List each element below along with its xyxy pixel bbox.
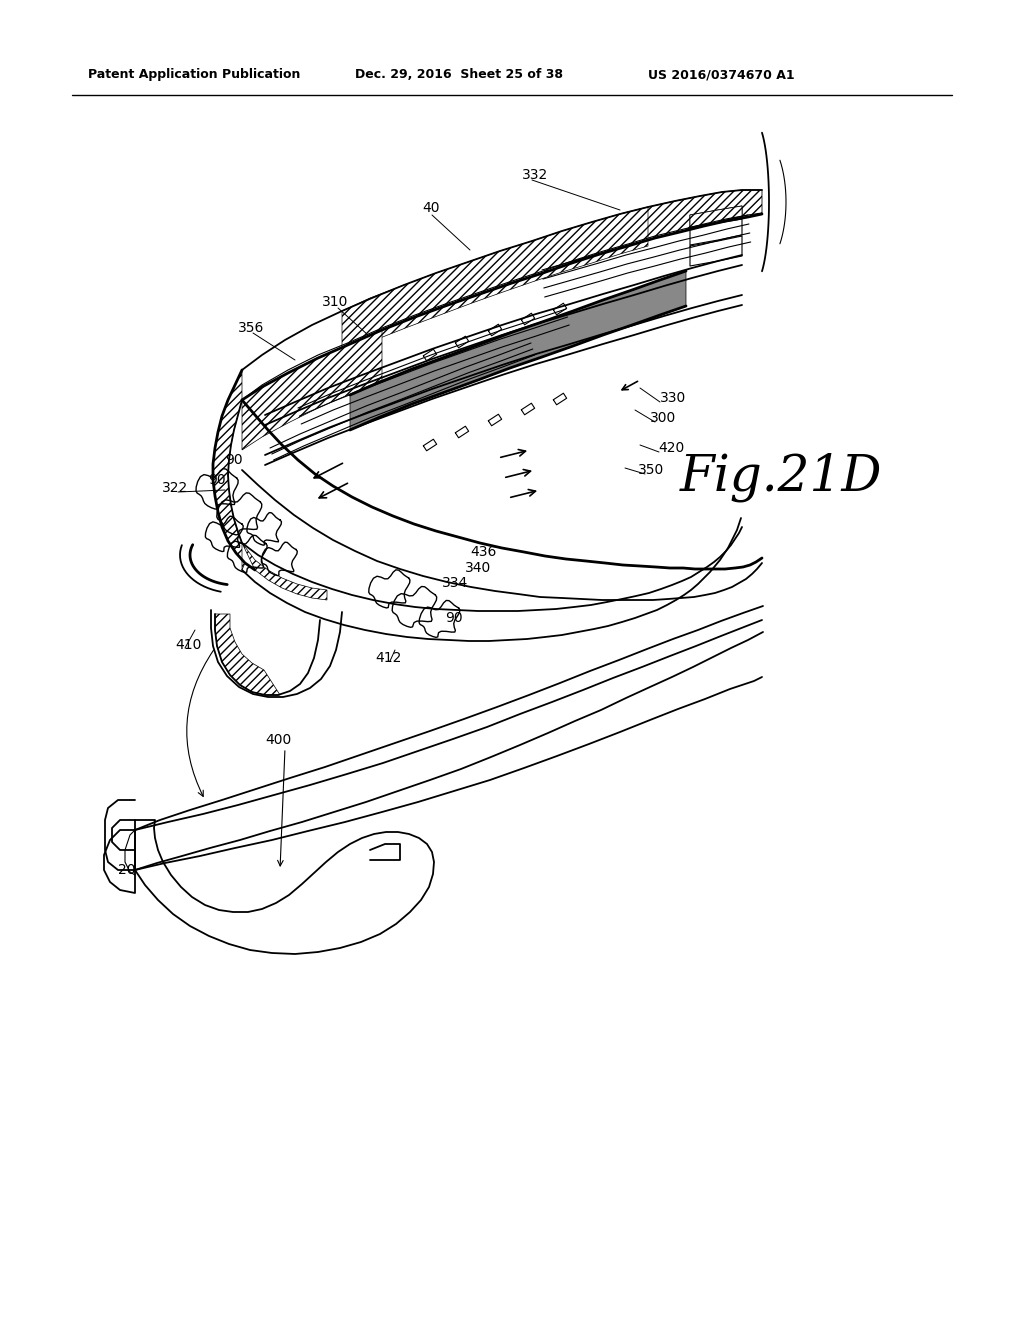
- Polygon shape: [690, 206, 742, 227]
- Text: 350: 350: [638, 463, 665, 477]
- Text: 410: 410: [175, 638, 202, 652]
- Text: 412: 412: [375, 651, 401, 665]
- Text: 436: 436: [470, 545, 497, 558]
- Polygon shape: [620, 190, 762, 246]
- Polygon shape: [690, 206, 742, 227]
- Text: US 2016/0374670 A1: US 2016/0374670 A1: [648, 69, 795, 81]
- Text: 332: 332: [522, 168, 548, 182]
- Text: 334: 334: [442, 576, 468, 590]
- Text: 356: 356: [238, 321, 264, 335]
- Text: Patent Application Publication: Patent Application Publication: [88, 69, 300, 81]
- Polygon shape: [242, 543, 327, 601]
- Text: 90: 90: [208, 473, 225, 487]
- Text: Dec. 29, 2016  Sheet 25 of 38: Dec. 29, 2016 Sheet 25 of 38: [355, 69, 563, 81]
- Text: 400: 400: [265, 733, 291, 747]
- Text: 20: 20: [118, 863, 135, 876]
- Polygon shape: [242, 330, 382, 450]
- Text: 330: 330: [660, 391, 686, 405]
- Polygon shape: [342, 207, 648, 352]
- Text: Fig.21D: Fig.21D: [680, 451, 883, 502]
- Polygon shape: [350, 271, 686, 430]
- Text: 420: 420: [658, 441, 684, 455]
- Polygon shape: [408, 246, 628, 317]
- Text: 40: 40: [422, 201, 439, 215]
- Text: 322: 322: [162, 480, 188, 495]
- Polygon shape: [213, 370, 245, 570]
- Text: 340: 340: [465, 561, 492, 576]
- Polygon shape: [215, 614, 280, 696]
- Text: 90: 90: [225, 453, 243, 467]
- Text: 310: 310: [322, 294, 348, 309]
- Text: 300: 300: [650, 411, 676, 425]
- Text: 90: 90: [445, 611, 463, 624]
